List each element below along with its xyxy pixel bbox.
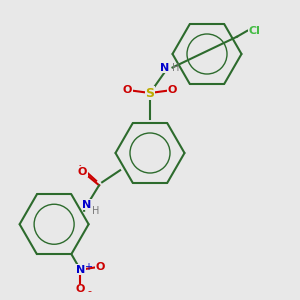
Text: O: O	[95, 262, 105, 272]
Text: S: S	[146, 86, 154, 100]
Text: H: H	[92, 206, 100, 216]
Text: -: -	[87, 286, 92, 296]
Text: O: O	[123, 85, 132, 95]
Text: O: O	[168, 85, 177, 95]
Text: O: O	[78, 167, 87, 177]
Text: N: N	[160, 62, 169, 73]
Text: N: N	[76, 265, 85, 275]
Text: +: +	[84, 262, 92, 272]
Text: N: N	[82, 200, 92, 210]
Text: O: O	[76, 284, 85, 294]
Text: Cl: Cl	[249, 26, 261, 36]
Text: H: H	[172, 62, 179, 73]
